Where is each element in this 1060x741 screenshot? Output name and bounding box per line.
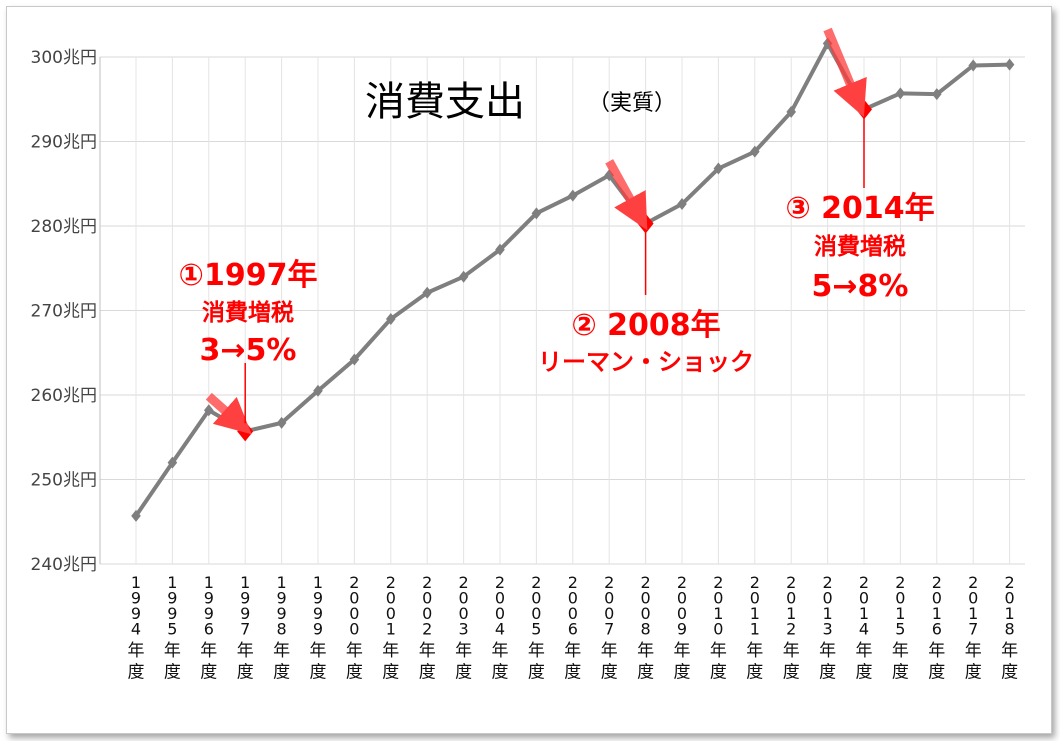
x-tick-label: 1 9 9 7 年度 <box>237 573 254 683</box>
x-tick-label: 2 0 0 2 年度 <box>419 573 436 683</box>
data-marker <box>1004 58 1015 71</box>
chart-subtitle: （実質） <box>588 91 676 116</box>
data-marker <box>568 189 578 202</box>
x-tick-label: 1 9 9 4 年度 <box>128 573 145 683</box>
x-tick-label: 2 0 1 0 年度 <box>710 573 727 683</box>
annotation-text: 消費増税 <box>202 299 294 326</box>
highlight-marker <box>237 421 254 442</box>
x-tick-label: 2 0 0 3 年度 <box>455 573 472 683</box>
x-tick-label: 2 0 0 5 年度 <box>528 573 545 683</box>
data-marker <box>677 198 687 211</box>
x-tick-label: 2 0 1 5 年度 <box>892 573 909 683</box>
x-tick-label: 2 0 0 7 年度 <box>601 573 618 683</box>
y-tick-label: 270兆円 <box>31 302 97 322</box>
y-tick-label: 240兆円 <box>31 555 97 575</box>
data-marker <box>495 243 505 256</box>
data-marker <box>968 59 978 72</box>
data-marker <box>531 207 542 220</box>
x-tick-label: 2 0 1 8 年度 <box>1001 573 1018 683</box>
data-marker <box>713 162 724 175</box>
x-tick-label: 2 0 0 4 年度 <box>492 573 509 683</box>
annotation-text: リーマン・ショック <box>538 348 754 376</box>
data-marker <box>750 145 760 158</box>
y-tick-label: 290兆円 <box>31 133 97 153</box>
x-tick-label: 1 9 9 8 年度 <box>273 573 290 683</box>
y-tick-label: 250兆円 <box>31 471 97 491</box>
x-tick-label: 2 0 0 6 年度 <box>564 573 581 683</box>
x-tick-label: 1 9 9 5 年度 <box>164 573 181 683</box>
data-marker <box>349 353 360 366</box>
y-tick-label: 260兆円 <box>31 386 97 406</box>
data-marker <box>458 270 469 283</box>
drop-arrow <box>605 159 648 231</box>
x-tick-label: 2 0 0 1 年度 <box>382 573 399 683</box>
drop-arrow <box>205 392 252 435</box>
x-tick-label: 2 0 0 8 年度 <box>637 573 654 683</box>
axis-layer: 240兆円 250兆円 260兆円 270兆円 280兆円 290兆円 300兆円 1 9 9 4 年… <box>31 48 1019 683</box>
chart-title: 消費支出 <box>365 79 525 125</box>
drop-arrow <box>823 27 867 118</box>
chart-frame <box>6 6 1052 734</box>
annotation-text: 消費増税 <box>814 233 906 260</box>
x-tick-label: 2 0 1 1 年度 <box>746 573 763 683</box>
data-marker <box>895 87 906 100</box>
data-marker <box>276 416 287 429</box>
data-marker <box>313 384 323 397</box>
x-tick-label: 2 0 1 2 年度 <box>783 573 800 683</box>
x-tick-label: 1 9 9 6 年度 <box>200 573 217 683</box>
data-marker <box>204 404 214 417</box>
data-marker <box>786 105 796 118</box>
x-tick-label: 1 9 9 9 年度 <box>310 573 327 683</box>
annotation-text: 5→8% <box>812 269 909 304</box>
data-marker <box>131 509 141 522</box>
annotation-text: ③ 2014年 <box>785 191 934 226</box>
data-marker <box>386 312 396 325</box>
data-marker <box>422 286 432 299</box>
y-tick-label: 280兆円 <box>31 217 97 237</box>
x-tick-label: 2 0 1 7 年度 <box>965 573 982 683</box>
x-tick-label: 2 0 0 9 年度 <box>674 573 691 683</box>
annotation-text: ② 2008年 <box>571 308 720 343</box>
x-tick-label: 2 0 1 6 年度 <box>928 573 945 683</box>
x-tick-label: 2 0 1 4 年度 <box>856 573 873 683</box>
x-tick-label: 2 0 0 0 年度 <box>346 573 363 683</box>
grid-layer <box>100 56 1025 565</box>
y-tick-label: 300兆円 <box>31 48 97 68</box>
annotation-text: ①1997年 <box>179 258 318 293</box>
data-marker <box>167 456 178 469</box>
x-tick-label: 2 0 1 3 年度 <box>819 573 836 683</box>
data-marker <box>932 88 942 101</box>
annotation-text: 3→5% <box>200 333 297 368</box>
